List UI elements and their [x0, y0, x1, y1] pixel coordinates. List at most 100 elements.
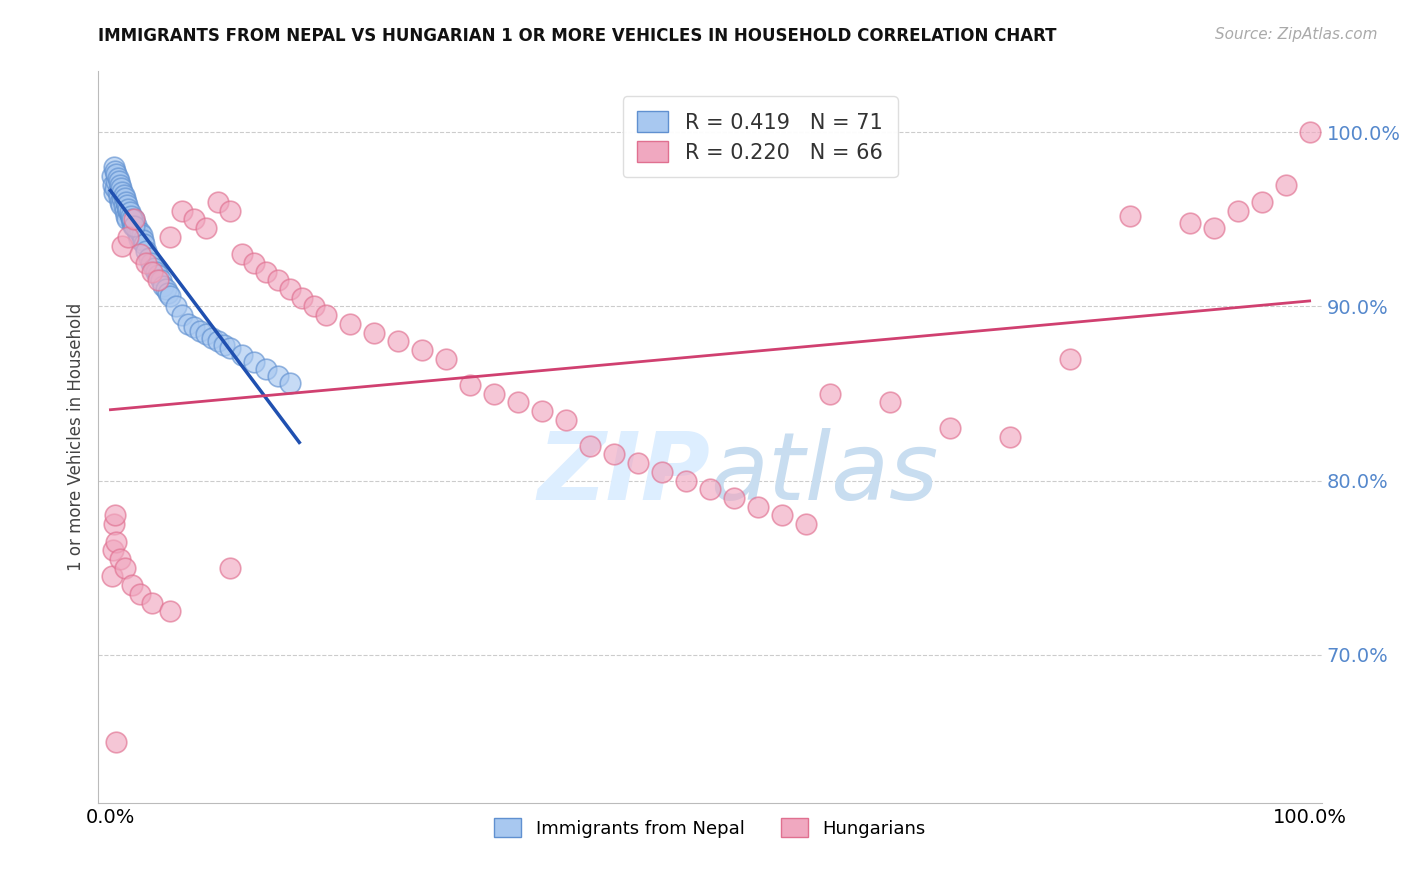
- Text: IMMIGRANTS FROM NEPAL VS HUNGARIAN 1 OR MORE VEHICLES IN HOUSEHOLD CORRELATION C: IMMIGRANTS FROM NEPAL VS HUNGARIAN 1 OR …: [98, 27, 1057, 45]
- Point: [124, 212, 146, 227]
- Point: [117, 202, 139, 216]
- Point: [555, 412, 578, 426]
- Point: [108, 552, 131, 566]
- Point: [121, 212, 143, 227]
- Point: [254, 265, 277, 279]
- Point: [152, 278, 174, 293]
- Point: [603, 448, 626, 462]
- Point: [794, 517, 817, 532]
- Point: [207, 194, 229, 209]
- Point: [304, 300, 326, 314]
- Point: [105, 174, 128, 188]
- Point: [101, 543, 124, 558]
- Point: [1226, 203, 1249, 218]
- Point: [125, 223, 148, 237]
- Point: [159, 229, 181, 244]
- Point: [129, 225, 152, 239]
- Point: [1119, 209, 1142, 223]
- Point: [219, 560, 242, 574]
- Point: [111, 192, 134, 206]
- Point: [107, 170, 129, 185]
- Point: [141, 265, 163, 279]
- Text: ZIP: ZIP: [537, 427, 710, 520]
- Point: [195, 221, 218, 235]
- Point: [434, 351, 457, 366]
- Point: [103, 517, 125, 532]
- Text: atlas: atlas: [710, 428, 938, 519]
- Point: [214, 338, 236, 352]
- Point: [108, 194, 131, 209]
- Point: [108, 174, 129, 188]
- Point: [243, 256, 266, 270]
- Point: [699, 483, 721, 497]
- Point: [675, 474, 697, 488]
- Point: [183, 320, 205, 334]
- Point: [254, 362, 277, 376]
- Point: [103, 160, 125, 174]
- Point: [110, 181, 132, 195]
- Point: [118, 207, 141, 221]
- Point: [145, 265, 167, 279]
- Point: [111, 238, 134, 252]
- Point: [105, 735, 128, 749]
- Point: [120, 211, 142, 225]
- Point: [278, 282, 301, 296]
- Point: [201, 331, 224, 345]
- Point: [112, 188, 135, 202]
- Point: [387, 334, 409, 349]
- Point: [939, 421, 962, 435]
- Point: [770, 508, 793, 523]
- Point: [172, 203, 194, 218]
- Point: [482, 386, 505, 401]
- Point: [114, 192, 136, 206]
- Point: [747, 500, 769, 514]
- Point: [104, 508, 127, 523]
- Point: [124, 218, 146, 232]
- Point: [155, 282, 177, 296]
- Point: [159, 604, 181, 618]
- Point: [879, 395, 901, 409]
- Point: [172, 308, 194, 322]
- Point: [101, 178, 124, 192]
- Point: [315, 308, 337, 322]
- Point: [105, 534, 128, 549]
- Point: [1274, 178, 1296, 192]
- Point: [231, 348, 253, 362]
- Point: [107, 185, 129, 199]
- Point: [117, 203, 139, 218]
- Point: [148, 268, 170, 282]
- Point: [219, 341, 242, 355]
- Point: [818, 386, 841, 401]
- Point: [627, 456, 650, 470]
- Point: [278, 376, 301, 390]
- Point: [149, 273, 172, 287]
- Point: [114, 203, 136, 218]
- Point: [135, 256, 157, 270]
- Point: [267, 369, 290, 384]
- Point: [531, 404, 554, 418]
- Point: [142, 261, 165, 276]
- Point: [998, 430, 1021, 444]
- Point: [132, 233, 155, 247]
- Point: [129, 587, 152, 601]
- Point: [108, 178, 131, 192]
- Point: [115, 198, 138, 212]
- Point: [243, 355, 266, 369]
- Point: [148, 273, 170, 287]
- Point: [104, 181, 127, 195]
- Point: [100, 569, 122, 583]
- Point: [1059, 351, 1081, 366]
- Point: [177, 317, 200, 331]
- Point: [219, 203, 242, 218]
- Point: [112, 198, 135, 212]
- Point: [183, 212, 205, 227]
- Point: [141, 595, 163, 609]
- Point: [124, 212, 146, 227]
- Point: [110, 198, 132, 212]
- Point: [118, 205, 141, 219]
- Point: [1298, 125, 1320, 139]
- Point: [458, 377, 481, 392]
- Point: [363, 326, 385, 340]
- Point: [165, 300, 187, 314]
- Point: [651, 465, 673, 479]
